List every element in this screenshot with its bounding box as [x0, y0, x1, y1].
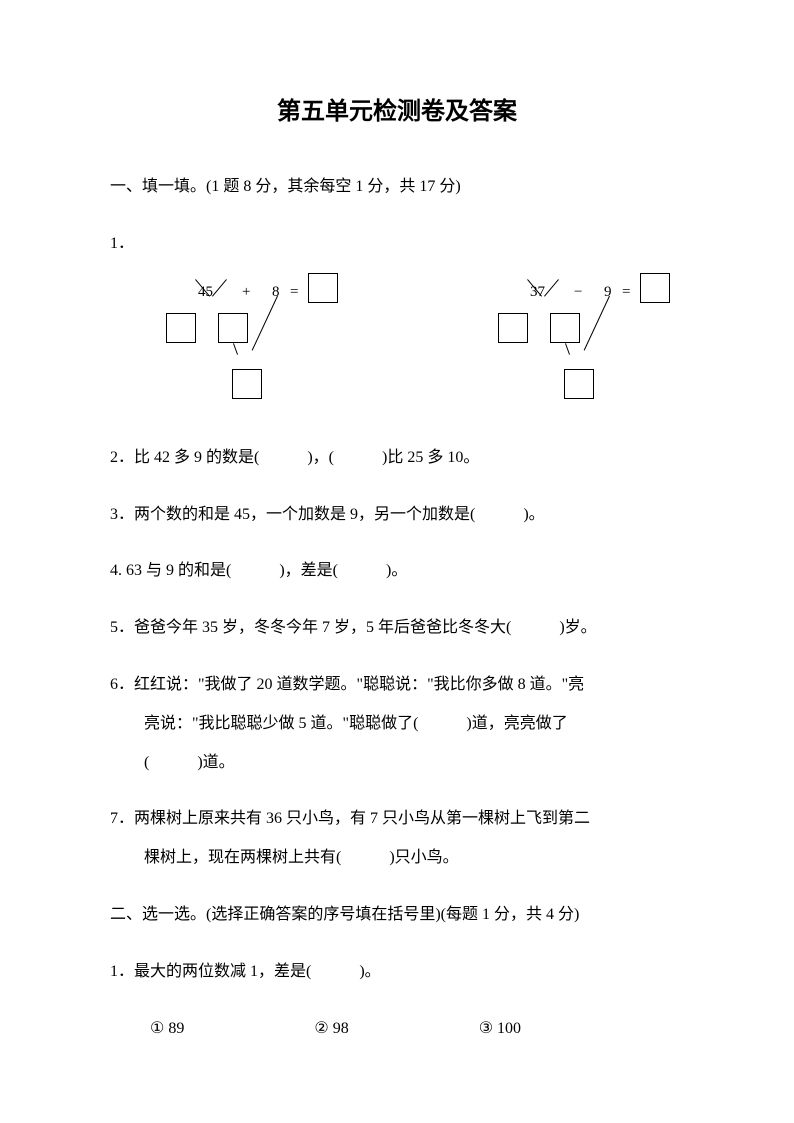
d2-box-1	[498, 313, 528, 343]
d2-line-right	[544, 279, 559, 296]
d1-line-down1	[233, 343, 238, 355]
section-1-header: 一、填一填。(1 题 8 分，其余每空 1 分，共 17 分)	[110, 173, 684, 202]
option-b: ② 98	[314, 1015, 348, 1044]
d1-line-right	[212, 279, 227, 296]
option-a: ① 89	[150, 1015, 184, 1044]
d1-answer-box	[308, 273, 338, 303]
q6-line3: ( )道。	[110, 749, 684, 778]
d2-box-3	[564, 369, 594, 399]
page-title: 第五单元检测卷及答案	[110, 90, 684, 133]
section-2-header: 二、选一选。(选择正确答案的序号填在括号里)(每题 1 分，共 4 分)	[110, 901, 684, 930]
diagram-1: 45 + 8 =	[150, 279, 352, 409]
question-6: 6．红红说："我做了 20 道数学题。"聪聪说："我比你多做 8 道。"亮 亮说…	[110, 671, 684, 777]
diagram-2: 37 − 9 =	[482, 279, 684, 409]
question-7: 7．两棵树上原来共有 36 只小鸟，有 7 只小鸟从第一棵树上飞到第二 棵树上，…	[110, 805, 684, 873]
q6-line2: 亮说："我比聪聪少做 5 道。"聪聪做了( )道，亮亮做了	[110, 710, 684, 739]
d2-op: −	[574, 279, 582, 306]
d1-eq: =	[290, 279, 298, 306]
question-1: 1． 45 + 8 = 37 − 9 =	[110, 230, 684, 409]
q7-line1: 7．两棵树上原来共有 36 只小鸟，有 7 只小鸟从第一棵树上飞到第二	[110, 805, 684, 834]
d2-line-down1	[565, 343, 570, 355]
d2-answer-box	[640, 273, 670, 303]
s2-question-1: 1．最大的两位数减 1，差是( )。	[110, 958, 684, 987]
d2-eq: =	[622, 279, 630, 306]
question-5: 5．爸爸今年 35 岁，冬冬今年 7 岁，5 年后爸爸比冬冬大( )岁。	[110, 614, 684, 643]
question-2: 2．比 42 多 9 的数是( )，( )比 25 多 10。	[110, 444, 684, 473]
d1-line-down2	[252, 296, 278, 351]
option-c: ③ 100	[479, 1015, 521, 1044]
s2-q1-options: ① 89 ② 98 ③ 100	[110, 1015, 684, 1044]
d2-line-down2	[584, 296, 610, 351]
d1-op: +	[242, 279, 250, 306]
d2-box-2	[550, 313, 580, 343]
q7-line2: 棵树上，现在两棵树上共有( )只小鸟。	[110, 844, 684, 873]
q1-diagrams: 45 + 8 = 37 − 9 =	[150, 279, 684, 409]
d1-box-2	[218, 313, 248, 343]
question-3: 3．两个数的和是 45，一个加数是 9，另一个加数是( )。	[110, 501, 684, 530]
question-4: 4. 63 与 9 的和是( )，差是( )。	[110, 557, 684, 586]
d1-box-1	[166, 313, 196, 343]
q1-label: 1．	[110, 235, 134, 252]
q6-line1: 6．红红说："我做了 20 道数学题。"聪聪说："我比你多做 8 道。"亮	[110, 671, 684, 700]
d1-box-3	[232, 369, 262, 399]
